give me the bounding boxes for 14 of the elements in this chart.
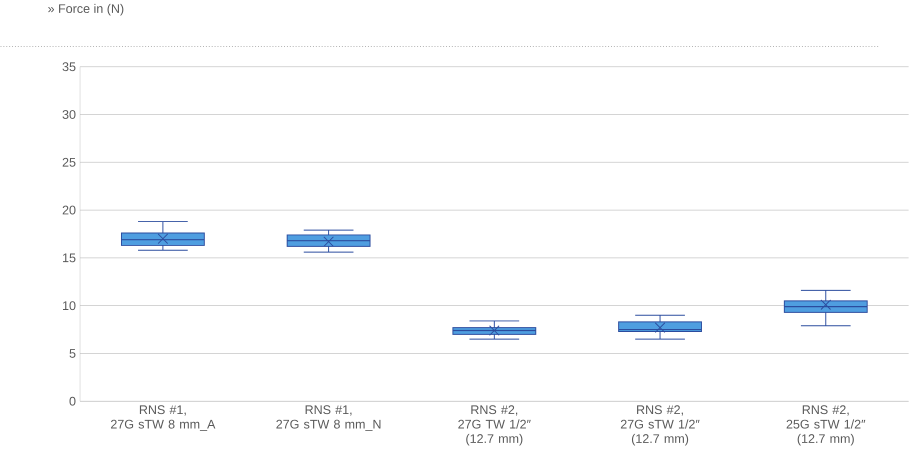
y-axis-title: » Force in (N) [48, 4, 124, 16]
y-tick-label: 0 [70, 396, 76, 406]
y-tick-label: 30 [62, 110, 76, 119]
x-tick-label: RNS #1, 27G sTW 8 mm_A [110, 405, 216, 431]
x-tick-label: RNS #2, 27G sTW 1/2″ (12.7 mm) [620, 405, 700, 446]
y-tick-label: 25 [62, 158, 76, 167]
x-tick-label: RNS #2, 27G TW 1/2″ (12.7 mm) [458, 405, 531, 446]
x-tick-label: RNS #1, 27G sTW 8 mm_N [276, 405, 380, 431]
y-tick-label: 15 [63, 254, 76, 262]
y-tick-label: 10 [63, 301, 76, 310]
y-tick-label: 35 [62, 62, 76, 72]
y-tick-label: 5 [70, 349, 76, 358]
x-tick-label: RNS #2, 25G sTW 1/2″ (12.7 mm) [786, 405, 866, 446]
y-tick-label: 20 [62, 206, 76, 215]
